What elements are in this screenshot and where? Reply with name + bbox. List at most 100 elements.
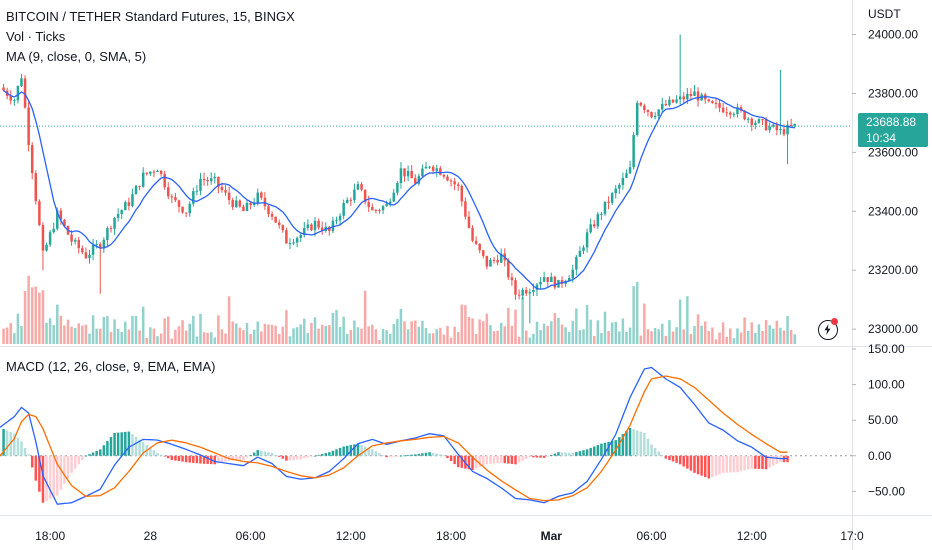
volume-bar xyxy=(410,321,413,344)
macd-histogram-bar xyxy=(650,444,653,456)
macd-histogram-bar xyxy=(421,453,424,456)
candle-body xyxy=(106,228,109,240)
volume-bar xyxy=(77,323,81,344)
macd-histogram-bar xyxy=(274,454,277,456)
volume-bar xyxy=(38,292,41,344)
candle-body xyxy=(292,242,295,244)
candle-body xyxy=(524,289,528,294)
macd-histogram-bar xyxy=(331,450,335,456)
volume-bar xyxy=(63,325,66,344)
candle-body xyxy=(571,269,575,278)
ma-legend[interactable]: MA (9, close, 0, SMA, 5) xyxy=(6,49,147,64)
volume-bar xyxy=(414,320,417,344)
macd-histogram-bar xyxy=(245,455,249,458)
macd-histogram-bar xyxy=(707,455,711,479)
candle-body xyxy=(396,183,399,193)
volume-bar xyxy=(503,326,507,344)
macd-histogram-bar xyxy=(460,455,464,468)
macd-histogram-bar xyxy=(653,447,657,456)
macd-histogram-bar xyxy=(91,452,95,456)
candle-body xyxy=(81,248,84,253)
macd-histogram-bar xyxy=(535,455,539,458)
candle-body xyxy=(263,197,267,207)
volume-bar xyxy=(550,321,553,344)
volume-bar xyxy=(643,303,646,344)
time-tick-label: 12:00 xyxy=(336,529,366,543)
volume-bar xyxy=(424,328,428,344)
candle-body xyxy=(152,171,156,173)
candle-body xyxy=(417,176,421,184)
volume-bar xyxy=(693,326,696,344)
macd-legend[interactable]: MACD (12, 26, close, 9, EMA, EMA) xyxy=(6,359,216,374)
volume-bar xyxy=(499,322,503,344)
candle-body xyxy=(313,220,317,231)
volume-bar xyxy=(456,332,460,344)
macd-histogram-bar xyxy=(184,455,188,463)
macd-histogram-bar xyxy=(317,454,320,456)
candle-body xyxy=(564,281,567,285)
candle-body xyxy=(52,228,55,233)
volume-bar xyxy=(664,335,668,344)
volume-bar xyxy=(131,315,134,344)
macd-histogram-bar xyxy=(56,455,59,496)
lightning-icon[interactable] xyxy=(818,320,838,340)
volume-legend[interactable]: Vol · Ticks xyxy=(6,29,66,44)
volume-bar xyxy=(632,286,635,344)
candle-body xyxy=(489,259,492,267)
candle-body xyxy=(639,102,643,106)
candle-body xyxy=(227,192,231,201)
candle-body xyxy=(746,118,750,120)
candle-body xyxy=(192,191,195,204)
macd-histogram-bar xyxy=(52,455,55,498)
candle-body xyxy=(618,184,621,189)
macd-histogram-bar xyxy=(335,449,338,456)
volume-bar xyxy=(145,337,149,344)
volume-bar xyxy=(721,322,725,344)
volume-bar xyxy=(127,329,131,344)
macd-histogram-bar xyxy=(338,447,342,456)
candle-body xyxy=(603,201,607,214)
volume-bar xyxy=(478,319,481,344)
macd-histogram-bar xyxy=(746,455,750,470)
candle-body xyxy=(406,170,410,177)
macd-histogram-bar xyxy=(138,439,141,456)
currency-label[interactable]: USDT xyxy=(868,7,901,21)
volume-bar xyxy=(771,328,775,344)
candle-body xyxy=(646,110,650,112)
time-tick-label: 18:00 xyxy=(436,529,466,543)
macd-histogram-bar xyxy=(381,455,385,457)
volume-bar xyxy=(546,325,549,344)
macd-histogram-bar xyxy=(345,445,349,456)
macd-histogram-bar xyxy=(188,455,191,463)
ma-line xyxy=(3,90,795,290)
macd-tick-label: 50.00 xyxy=(868,413,898,427)
macd-histogram-bar xyxy=(98,449,102,456)
candle-body xyxy=(252,202,256,206)
macd-histogram-bar xyxy=(159,454,163,456)
candle-body xyxy=(242,206,245,212)
candle-body xyxy=(342,202,345,216)
candle-body xyxy=(664,104,668,106)
candle-body xyxy=(349,199,353,201)
volume-bar xyxy=(199,313,202,344)
macd-histogram-bar xyxy=(16,437,20,456)
macd-histogram-bar xyxy=(718,455,721,475)
macd-histogram-bar xyxy=(489,455,492,464)
candle-body xyxy=(367,202,370,207)
volume-bar xyxy=(238,327,242,344)
volume-bar xyxy=(442,334,446,344)
candle-body xyxy=(535,284,539,290)
chart-title[interactable]: BITCOIN / TETHER Standard Futures, 15, B… xyxy=(6,9,295,24)
candle-body xyxy=(371,206,374,211)
macd-histogram-bar xyxy=(360,445,363,456)
volume-bar xyxy=(439,327,442,344)
macd-histogram-bar xyxy=(764,455,768,470)
candle-body xyxy=(632,135,635,168)
macd-histogram-bar xyxy=(263,451,267,456)
volume-bar xyxy=(589,319,592,344)
macd-histogram-bar xyxy=(750,455,754,469)
volume-bar xyxy=(610,322,614,344)
candle-body xyxy=(91,244,95,255)
volume-bar xyxy=(700,325,703,344)
